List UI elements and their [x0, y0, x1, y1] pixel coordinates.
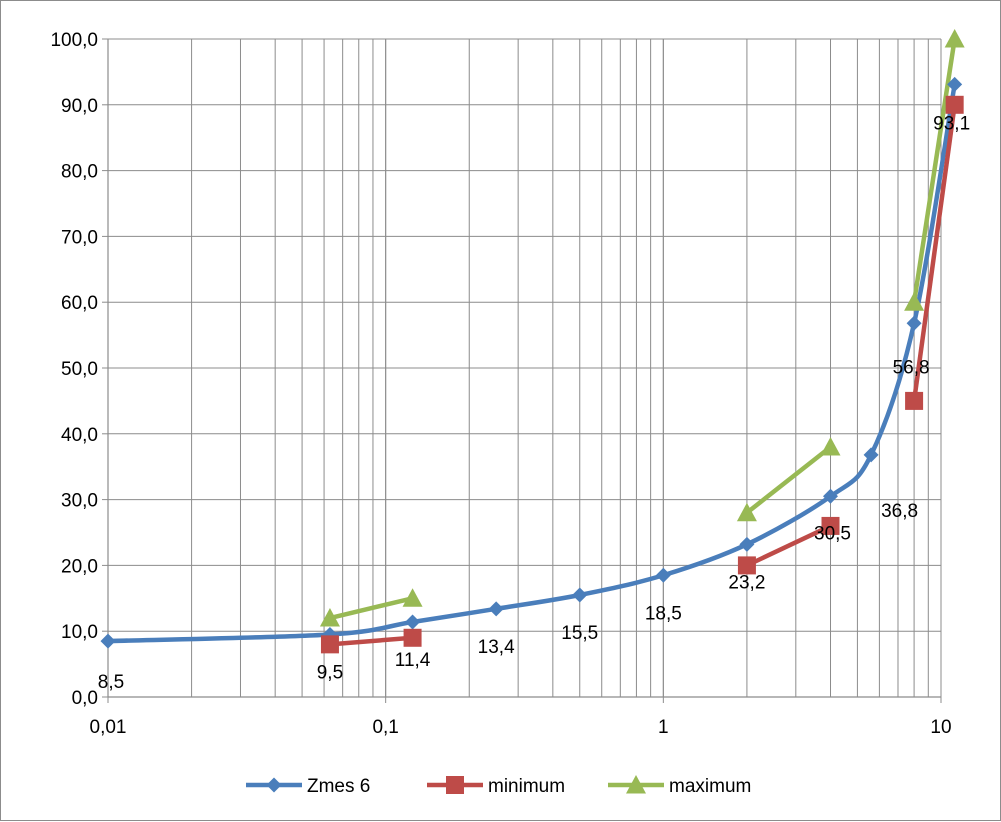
- y-tick-label: 10,0: [61, 622, 98, 643]
- data-label: 30,5: [814, 523, 851, 544]
- axes: 0,010,020,030,040,050,060,070,080,090,01…: [50, 30, 951, 738]
- data-label: 36,8: [881, 501, 918, 522]
- data-point-maximum: [820, 436, 841, 456]
- data-point-zmes-6: [405, 614, 421, 630]
- y-tick-label: 20,0: [61, 556, 98, 577]
- series-line-maximum: [329, 596, 414, 621]
- series: [100, 29, 965, 654]
- legend: Zmes 6 minimum maximum: [246, 775, 751, 797]
- data-label: 11,4: [395, 650, 431, 671]
- y-tick-label: 60,0: [61, 293, 98, 314]
- data-point-zmes-6: [100, 633, 116, 649]
- data-point-minimum: [905, 391, 924, 410]
- data-point-zmes-6: [655, 567, 671, 583]
- data-label: 13,4: [478, 637, 515, 658]
- x-tick-label: 0,1: [372, 717, 398, 738]
- series-line-minimum: [329, 635, 413, 647]
- data-point-maximum: [736, 502, 757, 522]
- data-point-zmes-6: [488, 601, 504, 617]
- data-label: 9,5: [317, 662, 343, 683]
- data-point-zmes-6: [906, 315, 922, 331]
- legend-marker-maximum: [626, 775, 646, 794]
- legend-label-maximum: maximum: [669, 776, 751, 797]
- data-point-maximum: [319, 608, 340, 627]
- y-tick-label: 0,0: [72, 688, 98, 709]
- data-point-minimum: [945, 95, 964, 114]
- grid: [107, 38, 942, 697]
- data-point-zmes-6: [947, 76, 963, 92]
- y-tick-label: 100,0: [50, 30, 98, 51]
- series-line-maximum: [745, 445, 832, 515]
- y-tick-label: 50,0: [61, 359, 98, 380]
- x-tick-label: 10: [930, 717, 951, 738]
- data-label: 56,8: [893, 357, 930, 378]
- data-point-minimum: [320, 635, 339, 654]
- series-line-minimum: [745, 523, 832, 568]
- data-labels: 8,5 9,5 11,4 13,4 15,5 18,5 23,2 30,5 36,8 56,8 93…: [98, 113, 970, 693]
- data-label: 23,2: [728, 572, 765, 593]
- legend-label-zmes-6: Zmes 6: [307, 776, 370, 797]
- y-tick-label: 30,0: [61, 491, 98, 512]
- series-line-maximum: [911, 38, 957, 303]
- data-point-zmes-6: [572, 587, 588, 603]
- data-label: 93,1: [933, 113, 970, 134]
- data-point-maximum: [904, 292, 925, 311]
- x-tick-label: 1: [658, 717, 669, 738]
- legend-label-minimum: minimum: [488, 776, 565, 797]
- y-tick-label: 90,0: [61, 96, 98, 117]
- data-label: 18,5: [645, 603, 682, 624]
- data-point-minimum: [737, 556, 756, 575]
- data-point-minimum: [403, 628, 422, 647]
- series-line-zmes-6: [107, 84, 957, 644]
- data-point-zmes-6: [823, 488, 839, 504]
- y-tick-label: 70,0: [61, 227, 98, 248]
- y-tick-label: 40,0: [61, 425, 98, 446]
- data-point-maximum: [944, 29, 965, 48]
- data-point-maximum: [402, 588, 423, 607]
- data-point-zmes-6: [739, 536, 755, 552]
- y-tick-label: 80,0: [61, 162, 98, 183]
- data-label: 8,5: [98, 672, 124, 693]
- data-point-minimum: [821, 516, 840, 535]
- legend-marker-zmes-6: [266, 777, 282, 793]
- data-point-zmes-6: [863, 447, 879, 463]
- x-tick-label: 0,01: [90, 717, 127, 738]
- legend-marker-minimum: [446, 776, 464, 794]
- series-line-minimum: [911, 104, 957, 402]
- data-label: 15,5: [561, 623, 598, 644]
